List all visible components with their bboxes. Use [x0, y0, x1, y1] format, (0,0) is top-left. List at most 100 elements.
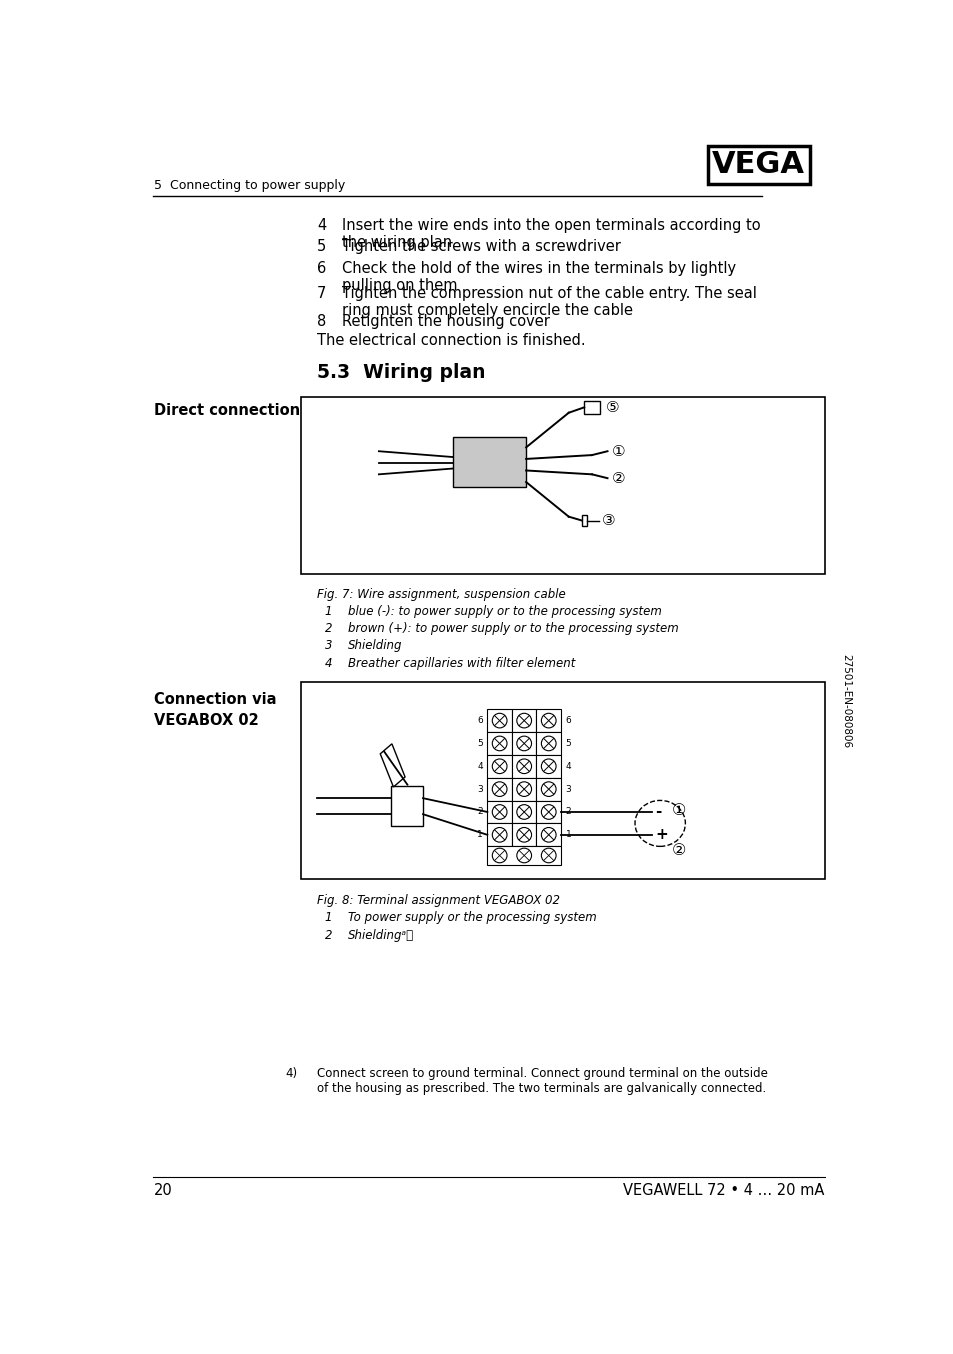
Circle shape — [540, 827, 556, 842]
Text: Tighten the compression nut of the cable entry. The seal
ring must completely en: Tighten the compression nut of the cable… — [342, 286, 757, 318]
Text: Fig. 8: Terminal assignment VEGABOX 02: Fig. 8: Terminal assignment VEGABOX 02 — [316, 894, 559, 907]
Circle shape — [492, 737, 506, 750]
FancyBboxPatch shape — [512, 733, 536, 756]
Text: 5: 5 — [565, 739, 571, 747]
Circle shape — [517, 781, 531, 796]
Text: 1: 1 — [324, 605, 332, 617]
FancyBboxPatch shape — [390, 787, 422, 826]
Text: Direct connection: Direct connection — [154, 402, 300, 418]
Circle shape — [540, 760, 556, 773]
FancyBboxPatch shape — [487, 846, 560, 865]
Text: 6: 6 — [476, 716, 482, 726]
Text: -: - — [655, 804, 661, 819]
Text: ②: ② — [671, 842, 685, 857]
Circle shape — [492, 714, 506, 728]
Text: blue (-): to power supply or to the processing system: blue (-): to power supply or to the proc… — [348, 605, 661, 617]
Text: 1: 1 — [324, 911, 332, 925]
Circle shape — [540, 781, 556, 796]
FancyBboxPatch shape — [301, 397, 823, 574]
Text: Shielding: Shielding — [348, 639, 402, 653]
Text: 5: 5 — [476, 739, 482, 747]
FancyBboxPatch shape — [487, 709, 512, 733]
Circle shape — [517, 848, 531, 862]
Text: +: + — [655, 827, 668, 842]
FancyBboxPatch shape — [536, 756, 560, 777]
Circle shape — [517, 714, 531, 728]
Text: Fig. 7: Wire assignment, suspension cable: Fig. 7: Wire assignment, suspension cabl… — [316, 588, 565, 601]
Circle shape — [492, 760, 506, 773]
Text: Shieldingᵃ⧳: Shieldingᵃ⧳ — [348, 929, 414, 941]
FancyBboxPatch shape — [536, 777, 560, 800]
Text: VEGABOX 02: VEGABOX 02 — [154, 714, 258, 728]
Circle shape — [492, 827, 506, 842]
Polygon shape — [380, 743, 405, 787]
Text: 7: 7 — [316, 286, 326, 301]
Text: ①: ① — [671, 803, 685, 818]
Text: Retighten the housing cover: Retighten the housing cover — [342, 314, 550, 329]
Text: 2: 2 — [324, 929, 332, 941]
FancyBboxPatch shape — [536, 823, 560, 846]
Circle shape — [517, 827, 531, 842]
Text: 5  Connecting to power supply: 5 Connecting to power supply — [154, 179, 345, 192]
Text: ⑤: ⑤ — [605, 399, 618, 414]
FancyBboxPatch shape — [512, 709, 536, 733]
Text: ②: ② — [611, 471, 624, 486]
Text: 8: 8 — [316, 314, 326, 329]
FancyBboxPatch shape — [452, 437, 525, 487]
Text: 4): 4) — [286, 1067, 297, 1080]
Text: 5.3  Wiring plan: 5.3 Wiring plan — [316, 363, 485, 382]
Text: 2: 2 — [476, 807, 482, 816]
Text: 3: 3 — [565, 784, 571, 793]
Text: 2: 2 — [565, 807, 571, 816]
FancyBboxPatch shape — [487, 733, 512, 756]
Text: To power supply or the processing system: To power supply or the processing system — [348, 911, 596, 925]
FancyBboxPatch shape — [301, 682, 823, 879]
FancyBboxPatch shape — [512, 823, 536, 846]
FancyBboxPatch shape — [487, 823, 512, 846]
Text: The electrical connection is finished.: The electrical connection is finished. — [316, 333, 585, 348]
Circle shape — [517, 737, 531, 750]
Circle shape — [517, 804, 531, 819]
Text: Check the hold of the wires in the terminals by lightly
pulling on them: Check the hold of the wires in the termi… — [342, 261, 736, 294]
Text: 1: 1 — [476, 830, 482, 839]
Text: Breather capillaries with filter element: Breather capillaries with filter element — [348, 657, 575, 670]
FancyBboxPatch shape — [536, 709, 560, 733]
Text: VEGAWELL 72 • 4 … 20 mA: VEGAWELL 72 • 4 … 20 mA — [622, 1183, 823, 1198]
FancyBboxPatch shape — [581, 515, 586, 525]
Circle shape — [540, 737, 556, 750]
Text: 4: 4 — [324, 657, 332, 670]
Circle shape — [492, 804, 506, 819]
Text: Tighten the screws with a screwdriver: Tighten the screws with a screwdriver — [342, 240, 620, 255]
FancyBboxPatch shape — [487, 777, 512, 800]
Circle shape — [540, 804, 556, 819]
FancyBboxPatch shape — [512, 777, 536, 800]
Text: ③: ③ — [601, 513, 615, 528]
Circle shape — [492, 781, 506, 796]
Text: 20: 20 — [154, 1183, 172, 1198]
Text: 4: 4 — [476, 762, 482, 770]
Text: VEGA: VEGA — [711, 150, 804, 180]
Text: 6: 6 — [316, 261, 326, 276]
Text: ①: ① — [611, 444, 624, 459]
Circle shape — [540, 714, 556, 728]
Text: Connect screen to ground terminal. Connect ground terminal on the outside
of the: Connect screen to ground terminal. Conne… — [316, 1067, 767, 1095]
FancyBboxPatch shape — [512, 800, 536, 823]
Circle shape — [492, 848, 506, 862]
FancyBboxPatch shape — [487, 800, 512, 823]
Text: 3: 3 — [324, 639, 332, 653]
FancyBboxPatch shape — [487, 756, 512, 777]
Text: 4: 4 — [316, 218, 326, 233]
Text: 6: 6 — [565, 716, 571, 726]
Text: 2: 2 — [324, 623, 332, 635]
FancyBboxPatch shape — [583, 401, 599, 413]
Text: 3: 3 — [476, 784, 482, 793]
Text: 4: 4 — [565, 762, 571, 770]
FancyBboxPatch shape — [512, 756, 536, 777]
Circle shape — [517, 760, 531, 773]
Text: 1: 1 — [565, 830, 571, 839]
Text: Connection via: Connection via — [154, 692, 276, 707]
Text: 5: 5 — [316, 240, 326, 255]
Text: brown (+): to power supply or to the processing system: brown (+): to power supply or to the pro… — [348, 623, 678, 635]
Circle shape — [540, 848, 556, 862]
Text: Insert the wire ends into the open terminals according to
the wiring plan: Insert the wire ends into the open termi… — [342, 218, 760, 250]
